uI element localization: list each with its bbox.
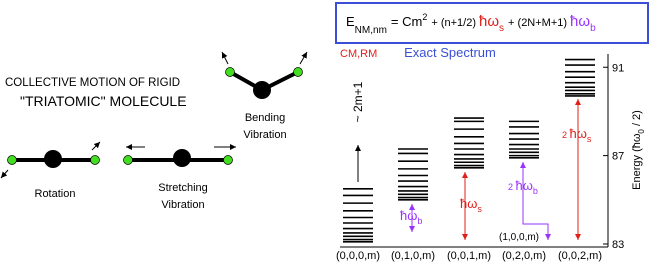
annotation: ħωs bbox=[460, 196, 482, 214]
annotation-arrows bbox=[355, 99, 581, 240]
annotation: 2 ħωb bbox=[508, 178, 538, 196]
y-tick-label: 87 bbox=[612, 151, 624, 163]
y-axis-label: Energy (ħω0 / 2) bbox=[631, 110, 646, 190]
note: CM,RM bbox=[340, 48, 377, 60]
y-tick-label: 83 bbox=[612, 239, 624, 251]
title: COLLECTIVE MOTION OF RIGID bbox=[5, 77, 180, 89]
x-tick-label: (0,0,1,m) bbox=[447, 250, 491, 262]
label: Vibration bbox=[243, 129, 286, 141]
annotation: ~ 2m+1 bbox=[351, 81, 365, 122]
y-tick-label: 91 bbox=[612, 62, 624, 74]
annotation: (1,0,0,m) bbox=[499, 232, 539, 243]
stretching-molecule bbox=[123, 144, 236, 167]
formula-box bbox=[335, 2, 649, 44]
x-tick-label: (0,0,0,m) bbox=[336, 250, 380, 262]
x-tick-label: (0,2,0,m) bbox=[502, 250, 546, 262]
title: "TRIATOMIC" MOLECULE bbox=[20, 93, 187, 109]
label: Vibration bbox=[161, 199, 204, 211]
formula: ENM,nm= Cm2 + (n+1/2) ħωs + (2N+M+1) ħωb bbox=[346, 12, 596, 36]
x-tick-label: (0,1,0,m) bbox=[391, 250, 435, 262]
bending-molecule bbox=[221, 51, 308, 99]
rotation-molecule bbox=[0, 141, 101, 179]
subtitle: Exact Spectrum bbox=[404, 45, 496, 60]
label: Bending bbox=[245, 112, 285, 124]
label: Stretching bbox=[158, 182, 208, 194]
annotation: 2 ħωs bbox=[562, 126, 592, 144]
label: Rotation bbox=[35, 188, 76, 200]
x-tick-label: (0,0,2,m) bbox=[558, 250, 602, 262]
annotation: ħωb bbox=[400, 208, 422, 226]
